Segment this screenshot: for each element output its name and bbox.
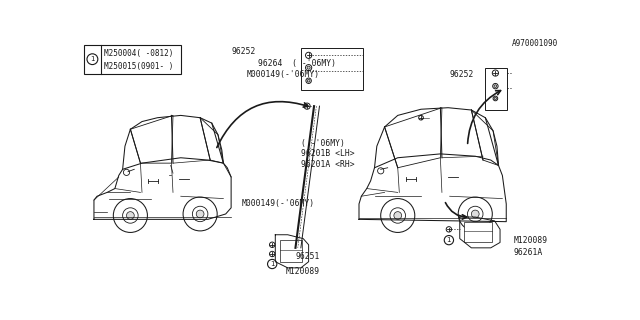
FancyArrowPatch shape (217, 102, 308, 148)
Circle shape (183, 197, 217, 231)
Text: M120089: M120089 (286, 267, 320, 276)
Bar (485, 68, 507, 110)
Circle shape (378, 168, 384, 174)
Circle shape (307, 66, 310, 69)
Text: M000149(-'06MY): M000149(-'06MY) (241, 199, 314, 208)
Bar (84, 44, 180, 74)
Text: 96264  ( -'06MY): 96264 ( -'06MY) (257, 59, 335, 68)
Circle shape (307, 79, 310, 82)
Bar (301, 48, 363, 90)
Circle shape (472, 210, 479, 218)
Circle shape (306, 78, 311, 84)
Circle shape (458, 197, 492, 231)
Circle shape (193, 206, 208, 222)
Circle shape (305, 52, 312, 59)
Circle shape (123, 208, 138, 223)
Circle shape (304, 103, 310, 109)
Text: 1: 1 (447, 237, 451, 243)
Text: M250004( -0812): M250004( -0812) (104, 49, 173, 58)
Circle shape (493, 96, 498, 101)
Circle shape (268, 260, 277, 268)
Text: 96252: 96252 (449, 70, 474, 79)
Text: 96201B <LH>: 96201B <LH> (301, 149, 355, 158)
Circle shape (494, 85, 497, 87)
Circle shape (492, 70, 499, 76)
Circle shape (113, 198, 147, 232)
Circle shape (269, 242, 275, 247)
Text: 96261A: 96261A (513, 248, 543, 257)
Bar (280, 240, 301, 262)
Text: M250015(0901- ): M250015(0901- ) (104, 62, 173, 71)
Text: 96201A <RH>: 96201A <RH> (301, 160, 355, 169)
Circle shape (493, 84, 498, 89)
Text: 96251: 96251 (296, 252, 320, 261)
Circle shape (394, 212, 402, 219)
Circle shape (444, 236, 454, 245)
Circle shape (196, 210, 204, 218)
Circle shape (127, 212, 134, 219)
Text: 96252: 96252 (231, 47, 255, 56)
Bar (465, 222, 492, 242)
Text: A970001090: A970001090 (511, 39, 558, 48)
Circle shape (419, 116, 423, 120)
Circle shape (381, 198, 415, 232)
Circle shape (446, 227, 452, 232)
Text: ( -'06MY): ( -'06MY) (301, 139, 344, 148)
Circle shape (467, 206, 483, 222)
Circle shape (494, 97, 497, 100)
FancyArrowPatch shape (445, 203, 467, 219)
Text: 1: 1 (270, 261, 275, 267)
Circle shape (124, 169, 129, 175)
Circle shape (269, 251, 275, 257)
Text: 1: 1 (90, 56, 95, 62)
FancyArrowPatch shape (468, 91, 500, 143)
Circle shape (305, 65, 312, 71)
Text: M000149(-'06MY): M000149(-'06MY) (246, 70, 319, 79)
Circle shape (87, 54, 98, 65)
Circle shape (390, 208, 406, 223)
Text: M120089: M120089 (513, 236, 548, 245)
